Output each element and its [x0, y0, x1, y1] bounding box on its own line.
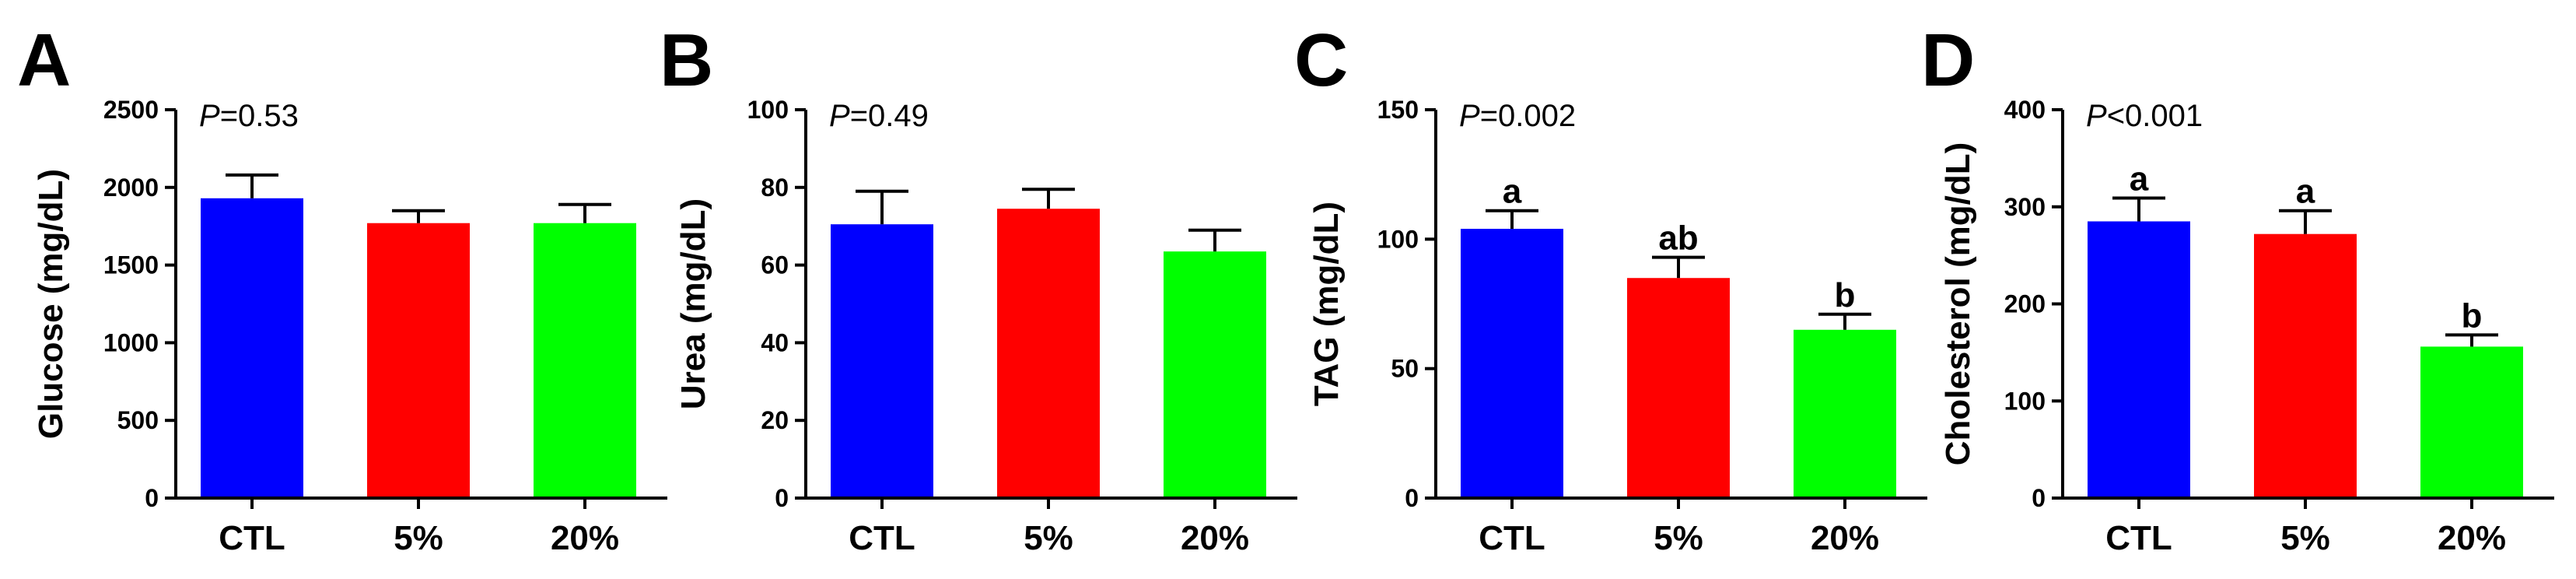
panel-letter: D — [1921, 19, 1975, 102]
y-tick-label: 100 — [2004, 387, 2046, 415]
y-tick-label: 200 — [2004, 290, 2046, 318]
x-tick-label: CTL — [849, 519, 915, 557]
y-tick-label: 1500 — [103, 251, 159, 279]
panel-d: D Cholesterol (mg/dL) a CTL a 5% b 20% 0 100 200 30… — [1921, 19, 2554, 557]
panel-letter: B — [660, 19, 713, 102]
y-tick-label: 150 — [1377, 96, 1419, 124]
x-tick-label: 5% — [1654, 519, 1703, 557]
y-tick-label: 40 — [761, 328, 789, 356]
p-value: P=0.002 — [1459, 99, 1576, 133]
significance-letter: a — [1503, 173, 1522, 211]
x-tick-label: 5% — [2280, 519, 2330, 557]
bar-20pct — [2420, 346, 2523, 498]
y-axis-label: TAG (mg/dL) — [1307, 202, 1346, 406]
p-value: P=0.49 — [829, 99, 929, 133]
bar-20pct — [1164, 251, 1266, 498]
y-tick-label: 0 — [775, 484, 789, 512]
significance-letter: a — [2296, 173, 2315, 211]
bar-ctl — [201, 198, 303, 498]
x-tick-label: CTL — [2105, 519, 2172, 557]
y-axis-label: Cholesterol (mg/dL) — [1939, 142, 1977, 466]
y-tick-label: 0 — [2032, 484, 2046, 512]
significance-letter: ab — [1658, 219, 1698, 258]
y-tick-label: 20 — [761, 406, 789, 434]
y-tick-label: 50 — [1391, 355, 1419, 383]
bar-20pct — [1794, 329, 1896, 498]
y-tick-label: 100 — [747, 96, 789, 124]
y-axis-label: Glucose (mg/dL) — [32, 169, 70, 439]
significance-letter: b — [2462, 297, 2483, 335]
x-tick-label: 5% — [394, 519, 443, 557]
y-tick-label: 2500 — [103, 96, 159, 124]
y-tick-label: 0 — [1405, 484, 1419, 512]
bar-20pct — [534, 223, 636, 498]
p-value: P<0.001 — [2086, 99, 2203, 133]
y-tick-label: 300 — [2004, 193, 2046, 221]
y-tick-label: 500 — [117, 406, 159, 434]
panel-letter: C — [1294, 19, 1348, 102]
x-tick-label: 5% — [1024, 519, 1073, 557]
y-tick-label: 60 — [761, 251, 789, 279]
x-tick-label: 20% — [1181, 519, 1249, 557]
x-tick-label: 20% — [1811, 519, 1879, 557]
x-tick-label: 20% — [2438, 519, 2506, 557]
y-tick-label: 100 — [1377, 225, 1419, 253]
y-tick-label: 1000 — [103, 328, 159, 356]
bar-ctl — [2088, 221, 2190, 498]
y-tick-label: 0 — [145, 484, 159, 512]
panel-letter: A — [17, 19, 71, 102]
significance-letter: a — [2130, 160, 2149, 198]
panel-a: A Glucose (mg/dL) CTL 5% 20% 0 500 1000 1500 2000… — [17, 19, 667, 557]
bar-5pct — [2254, 233, 2357, 498]
bar-ctl — [1461, 229, 1563, 498]
y-tick-label: 2000 — [103, 174, 159, 202]
bar-5pct — [997, 209, 1100, 498]
panel-c: C TAG (mg/dL) a CTL ab 5% b 20% 0 50 100 150 P=0.002 — [1294, 19, 1927, 557]
bar-ctl — [831, 224, 933, 498]
p-value: P=0.53 — [199, 99, 299, 133]
x-tick-label: CTL — [219, 519, 285, 557]
bar-5pct — [367, 223, 470, 498]
y-axis-label: Urea (mg/dL) — [674, 198, 712, 409]
y-tick-label: 400 — [2004, 96, 2046, 124]
significance-letter: b — [1835, 276, 1856, 314]
x-tick-label: CTL — [1479, 519, 1545, 557]
y-tick-label: 80 — [761, 174, 789, 202]
panel-b: B Urea (mg/dL) CTL 5% 20% 0 20 40 60 80 100 P=0.49 — [660, 19, 1297, 557]
x-tick-label: 20% — [551, 519, 619, 557]
bar-5pct — [1627, 278, 1730, 498]
